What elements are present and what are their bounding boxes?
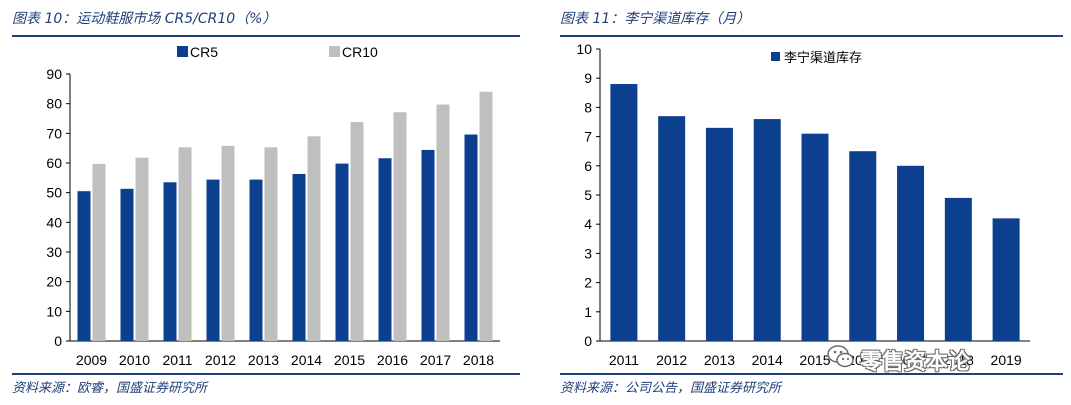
x-tick-label: 2009 xyxy=(76,352,107,368)
legend-swatch-inventory xyxy=(771,52,780,61)
y-tick-label: 9 xyxy=(584,70,592,86)
bar-CR5-2016 xyxy=(378,158,392,341)
watermark-text: 零售资本论 xyxy=(860,350,971,375)
legend-swatch-CR5 xyxy=(177,46,188,57)
x-tick-label: 2017 xyxy=(895,352,926,368)
x-tick-label: 2017 xyxy=(420,352,451,368)
source-rule xyxy=(12,373,520,375)
bar-李宁渠道库存-2018 xyxy=(944,197,972,341)
bar-李宁渠道库存-2012 xyxy=(658,116,686,341)
y-tick-label: 6 xyxy=(584,158,592,174)
y-tick-label: 3 xyxy=(584,245,592,261)
x-tick-label: 2015 xyxy=(334,352,365,368)
y-tick-label: 40 xyxy=(46,214,62,230)
y-tick-label: 7 xyxy=(584,129,592,145)
bar-李宁渠道库存-2011 xyxy=(610,84,638,341)
y-tick-label: 1 xyxy=(584,304,592,320)
bar-CR5-2011 xyxy=(163,182,177,341)
wechat-logo-icon xyxy=(827,345,854,368)
bar-CR10-2011 xyxy=(178,147,192,341)
x-tick-label: 2016 xyxy=(847,352,878,368)
bar-李宁渠道库存-2015 xyxy=(801,133,829,341)
y-tick-label: 2 xyxy=(584,275,592,291)
title-rule xyxy=(12,35,520,37)
legend-label-inventory: 李宁渠道库存 xyxy=(784,50,862,66)
bar-CR5-2009 xyxy=(77,191,91,341)
bar-CR5-2015 xyxy=(335,163,349,341)
cr-bar-chart: 0 10 20 30 40 50 60 70 80 90 2009 2010 2011 2012 2013 2… xyxy=(46,44,500,368)
chart-title: 图表 10：运动鞋服市场 CR5/CR10（%） xyxy=(12,11,277,27)
bar-CR5-2014 xyxy=(292,173,306,341)
y-tick-label: 60 xyxy=(46,155,62,171)
bar-李宁渠道库存-2017 xyxy=(897,165,925,341)
bar-CR10-2018 xyxy=(479,91,493,341)
x-tick-label: 2015 xyxy=(799,352,830,368)
x-tick-label: 2013 xyxy=(248,352,279,368)
x-tick-label: 2010 xyxy=(119,352,150,368)
source-rule xyxy=(560,373,1063,375)
y-tick-label: 80 xyxy=(46,96,62,112)
bar-CR5-2013 xyxy=(249,179,263,341)
y-tick-label: 10 xyxy=(576,41,592,57)
x-tick-label: 2014 xyxy=(752,352,783,368)
chart-source: 资料来源：欧睿，国盛证券研究所 xyxy=(12,381,208,396)
y-tick-label: 0 xyxy=(54,333,62,349)
bar-CR10-2010 xyxy=(135,157,149,341)
watermark: 零售资本论 xyxy=(820,340,1060,376)
bar-CR5-2012 xyxy=(206,179,220,341)
bar-CR5-2010 xyxy=(120,188,134,341)
y-tick-label: 8 xyxy=(584,99,592,115)
chart-source: 资料来源：公司公告，国盛证券研究所 xyxy=(560,381,782,396)
chart-panel-cr5-cr10: 图表 10：运动鞋服市场 CR5/CR10（%） 0 10 20 30 40 50 60 70… xyxy=(0,0,525,405)
legend-label-CR10: CR10 xyxy=(342,44,378,60)
inventory-bar-chart: 0 1 2 3 4 5 6 7 8 9 10 2011 2012 2013 2014 2015 2016 2017… xyxy=(576,41,1030,368)
y-tick-label: 4 xyxy=(584,216,592,232)
bar-李宁渠道库存-2014 xyxy=(753,119,781,341)
x-tick-label: 2012 xyxy=(656,352,687,368)
x-tick-label: 2011 xyxy=(609,352,639,368)
bar-CR10-2015 xyxy=(350,122,364,341)
chart-title: 图表 11：李宁渠道库存（月） xyxy=(560,11,751,27)
y-tick-label: 70 xyxy=(46,125,62,141)
y-tick-label: 20 xyxy=(46,274,62,290)
bar-CR10-2009 xyxy=(92,163,106,341)
x-tick-label: 2011 xyxy=(162,352,192,368)
x-tick-label: 2018 xyxy=(943,352,974,368)
bar-CR10-2012 xyxy=(221,145,235,341)
y-tick-label: 0 xyxy=(584,333,592,349)
bar-CR10-2016 xyxy=(393,112,407,342)
bar-CR5-2018 xyxy=(464,134,478,341)
x-tick-label: 2016 xyxy=(377,352,408,368)
legend-swatch-CR10 xyxy=(329,46,340,57)
y-tick-label: 50 xyxy=(46,185,62,201)
chart-panel-li-ning-inventory: 图表 11：李宁渠道库存（月） 0 1 2 3 4 5 6 7 8 9 10 2011 2012 2013… xyxy=(548,0,1071,405)
title-rule xyxy=(560,35,1063,37)
y-tick-label: 30 xyxy=(46,244,62,260)
bar-李宁渠道库存-2013 xyxy=(705,127,733,341)
x-tick-label: 2019 xyxy=(991,352,1022,368)
legend-label-CR5: CR5 xyxy=(190,44,218,60)
x-tick-label: 2014 xyxy=(291,352,322,368)
y-tick-label: 90 xyxy=(46,66,62,82)
bar-李宁渠道库存-2016 xyxy=(849,151,877,341)
x-tick-label: 2018 xyxy=(463,352,494,368)
x-tick-label: 2013 xyxy=(704,352,735,368)
x-tick-label: 2012 xyxy=(205,352,236,368)
bar-李宁渠道库存-2019 xyxy=(992,218,1020,341)
bar-CR10-2013 xyxy=(264,147,278,341)
y-tick-label: 5 xyxy=(584,187,592,203)
bar-CR10-2017 xyxy=(436,104,450,341)
bar-CR10-2014 xyxy=(307,136,321,341)
bar-CR5-2017 xyxy=(421,149,435,341)
y-tick-label: 10 xyxy=(46,303,62,319)
